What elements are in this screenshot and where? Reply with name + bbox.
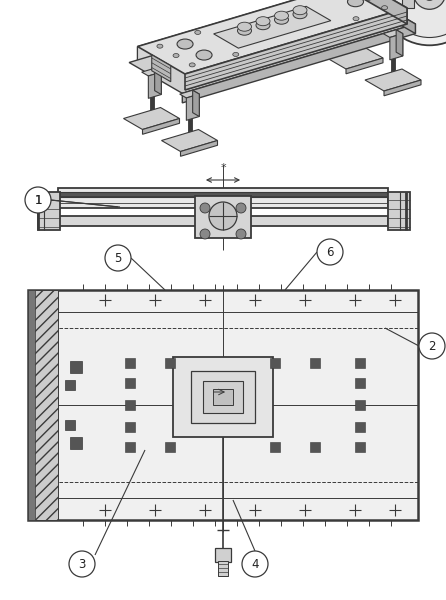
Polygon shape <box>352 11 365 38</box>
Polygon shape <box>124 107 179 130</box>
Polygon shape <box>149 72 161 98</box>
Polygon shape <box>362 0 415 34</box>
Bar <box>58 188 388 208</box>
Polygon shape <box>193 90 199 116</box>
Polygon shape <box>186 94 199 121</box>
Polygon shape <box>396 30 403 56</box>
Polygon shape <box>346 58 383 74</box>
Ellipse shape <box>293 10 307 19</box>
Text: 4: 4 <box>251 557 259 571</box>
Bar <box>218 561 228 576</box>
Ellipse shape <box>196 50 212 60</box>
Bar <box>388 192 410 230</box>
Circle shape <box>317 239 343 265</box>
Circle shape <box>236 203 246 213</box>
Ellipse shape <box>233 52 239 56</box>
Polygon shape <box>137 0 359 62</box>
Circle shape <box>69 551 95 577</box>
Polygon shape <box>358 8 365 34</box>
Polygon shape <box>383 30 403 37</box>
Text: 2: 2 <box>428 340 436 352</box>
Bar <box>28 290 58 520</box>
Ellipse shape <box>382 5 388 10</box>
Circle shape <box>242 551 268 577</box>
Polygon shape <box>180 90 199 98</box>
Polygon shape <box>129 0 415 93</box>
Ellipse shape <box>293 6 307 14</box>
Polygon shape <box>161 130 218 151</box>
Circle shape <box>419 333 445 359</box>
Circle shape <box>413 0 446 9</box>
Bar <box>191 371 255 423</box>
Bar <box>58 192 388 197</box>
Circle shape <box>236 229 246 239</box>
Circle shape <box>25 187 51 213</box>
Text: 5: 5 <box>114 251 122 265</box>
Ellipse shape <box>256 20 270 29</box>
Circle shape <box>200 229 210 239</box>
Ellipse shape <box>157 44 163 48</box>
Bar <box>28 290 418 520</box>
Polygon shape <box>155 68 161 94</box>
Polygon shape <box>185 8 407 90</box>
Polygon shape <box>137 46 185 90</box>
Bar <box>195 196 251 238</box>
Polygon shape <box>327 47 383 69</box>
Polygon shape <box>143 118 179 134</box>
Circle shape <box>105 245 131 271</box>
Ellipse shape <box>189 63 195 67</box>
Ellipse shape <box>238 26 252 35</box>
Polygon shape <box>137 0 407 74</box>
Bar <box>28 290 35 520</box>
Ellipse shape <box>256 17 270 26</box>
Polygon shape <box>214 7 331 48</box>
Text: *: * <box>220 163 226 173</box>
Circle shape <box>385 0 446 37</box>
Text: 6: 6 <box>326 245 334 259</box>
Bar <box>213 389 233 405</box>
Polygon shape <box>365 69 421 91</box>
Ellipse shape <box>238 22 252 31</box>
Ellipse shape <box>274 11 289 20</box>
Bar <box>58 216 388 226</box>
Circle shape <box>26 188 50 212</box>
Ellipse shape <box>353 17 359 20</box>
Circle shape <box>200 203 210 213</box>
Text: 1: 1 <box>34 193 42 206</box>
Ellipse shape <box>347 0 363 7</box>
Polygon shape <box>390 34 403 60</box>
Ellipse shape <box>177 39 193 49</box>
Polygon shape <box>152 55 171 82</box>
Text: 3: 3 <box>78 557 86 571</box>
Polygon shape <box>345 8 365 16</box>
Ellipse shape <box>195 31 201 34</box>
Polygon shape <box>182 24 415 103</box>
Polygon shape <box>142 68 161 76</box>
Polygon shape <box>359 0 407 24</box>
Bar <box>215 548 231 562</box>
Bar <box>402 0 414 8</box>
Ellipse shape <box>274 15 289 24</box>
Bar <box>203 381 243 413</box>
Bar <box>173 357 273 437</box>
Polygon shape <box>384 80 421 96</box>
Circle shape <box>377 0 446 45</box>
Text: 1: 1 <box>34 193 42 206</box>
Circle shape <box>209 202 237 230</box>
Bar <box>38 192 60 230</box>
Polygon shape <box>181 140 218 156</box>
Ellipse shape <box>173 53 179 58</box>
